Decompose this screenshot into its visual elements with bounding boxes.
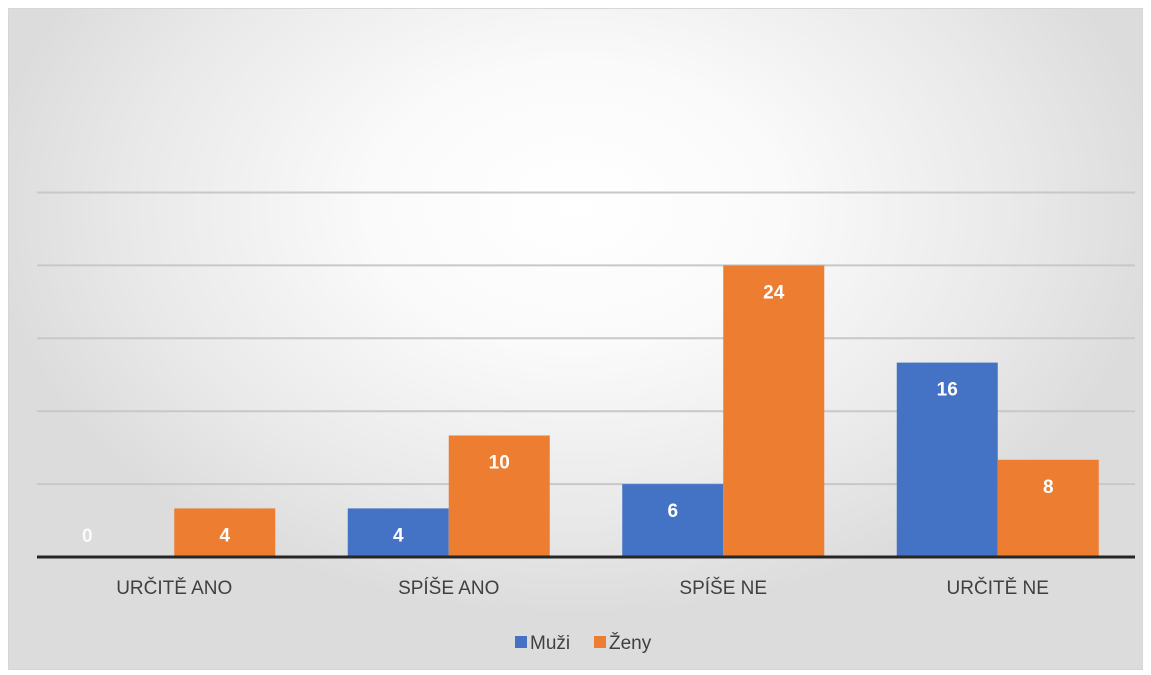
data-label: 24	[763, 282, 785, 303]
data-label: 6	[667, 501, 678, 522]
bar-Ženy-3	[997, 459, 1099, 557]
legend-label: Ženy	[609, 632, 652, 654]
legend-swatch	[594, 636, 606, 648]
data-label: 8	[1043, 477, 1054, 498]
x-axis-tick-labels: URČITĚ ANO SPÍŠE ANO SPÍŠE NE URČITĚ NE	[116, 577, 1049, 599]
legend: Muži Ženy	[515, 632, 652, 654]
data-label: 10	[489, 453, 510, 474]
data-label: 0	[82, 526, 93, 547]
data-label: 4	[393, 525, 404, 546]
x-tick-label: SPÍŠE ANO	[398, 577, 499, 599]
bar-Muži-2	[622, 484, 724, 557]
data-label: 16	[937, 380, 958, 401]
bar-Ženy-0	[174, 508, 276, 557]
data-labels: 0 4 4 10 6 24 16 8	[82, 282, 1054, 547]
x-tick-label: URČITĚ NE	[947, 577, 1049, 599]
bars	[174, 265, 1099, 557]
legend-swatch	[515, 636, 527, 648]
bar-Ženy-2	[723, 265, 825, 557]
bar-Muži-1	[347, 508, 449, 557]
data-label: 4	[219, 525, 230, 546]
legend-label: Muži	[530, 633, 570, 654]
x-tick-label: URČITĚ ANO	[116, 577, 232, 599]
bar-Ženy-1	[448, 435, 550, 557]
x-tick-label: SPÍŠE NE	[679, 577, 767, 599]
chart-area: 0 4 4 10 6 24 16 8 URČITĚ ANO SPÍŠE ANO SPÍŠE NE U…	[8, 8, 1143, 670]
bar-Muži-3	[896, 362, 998, 557]
